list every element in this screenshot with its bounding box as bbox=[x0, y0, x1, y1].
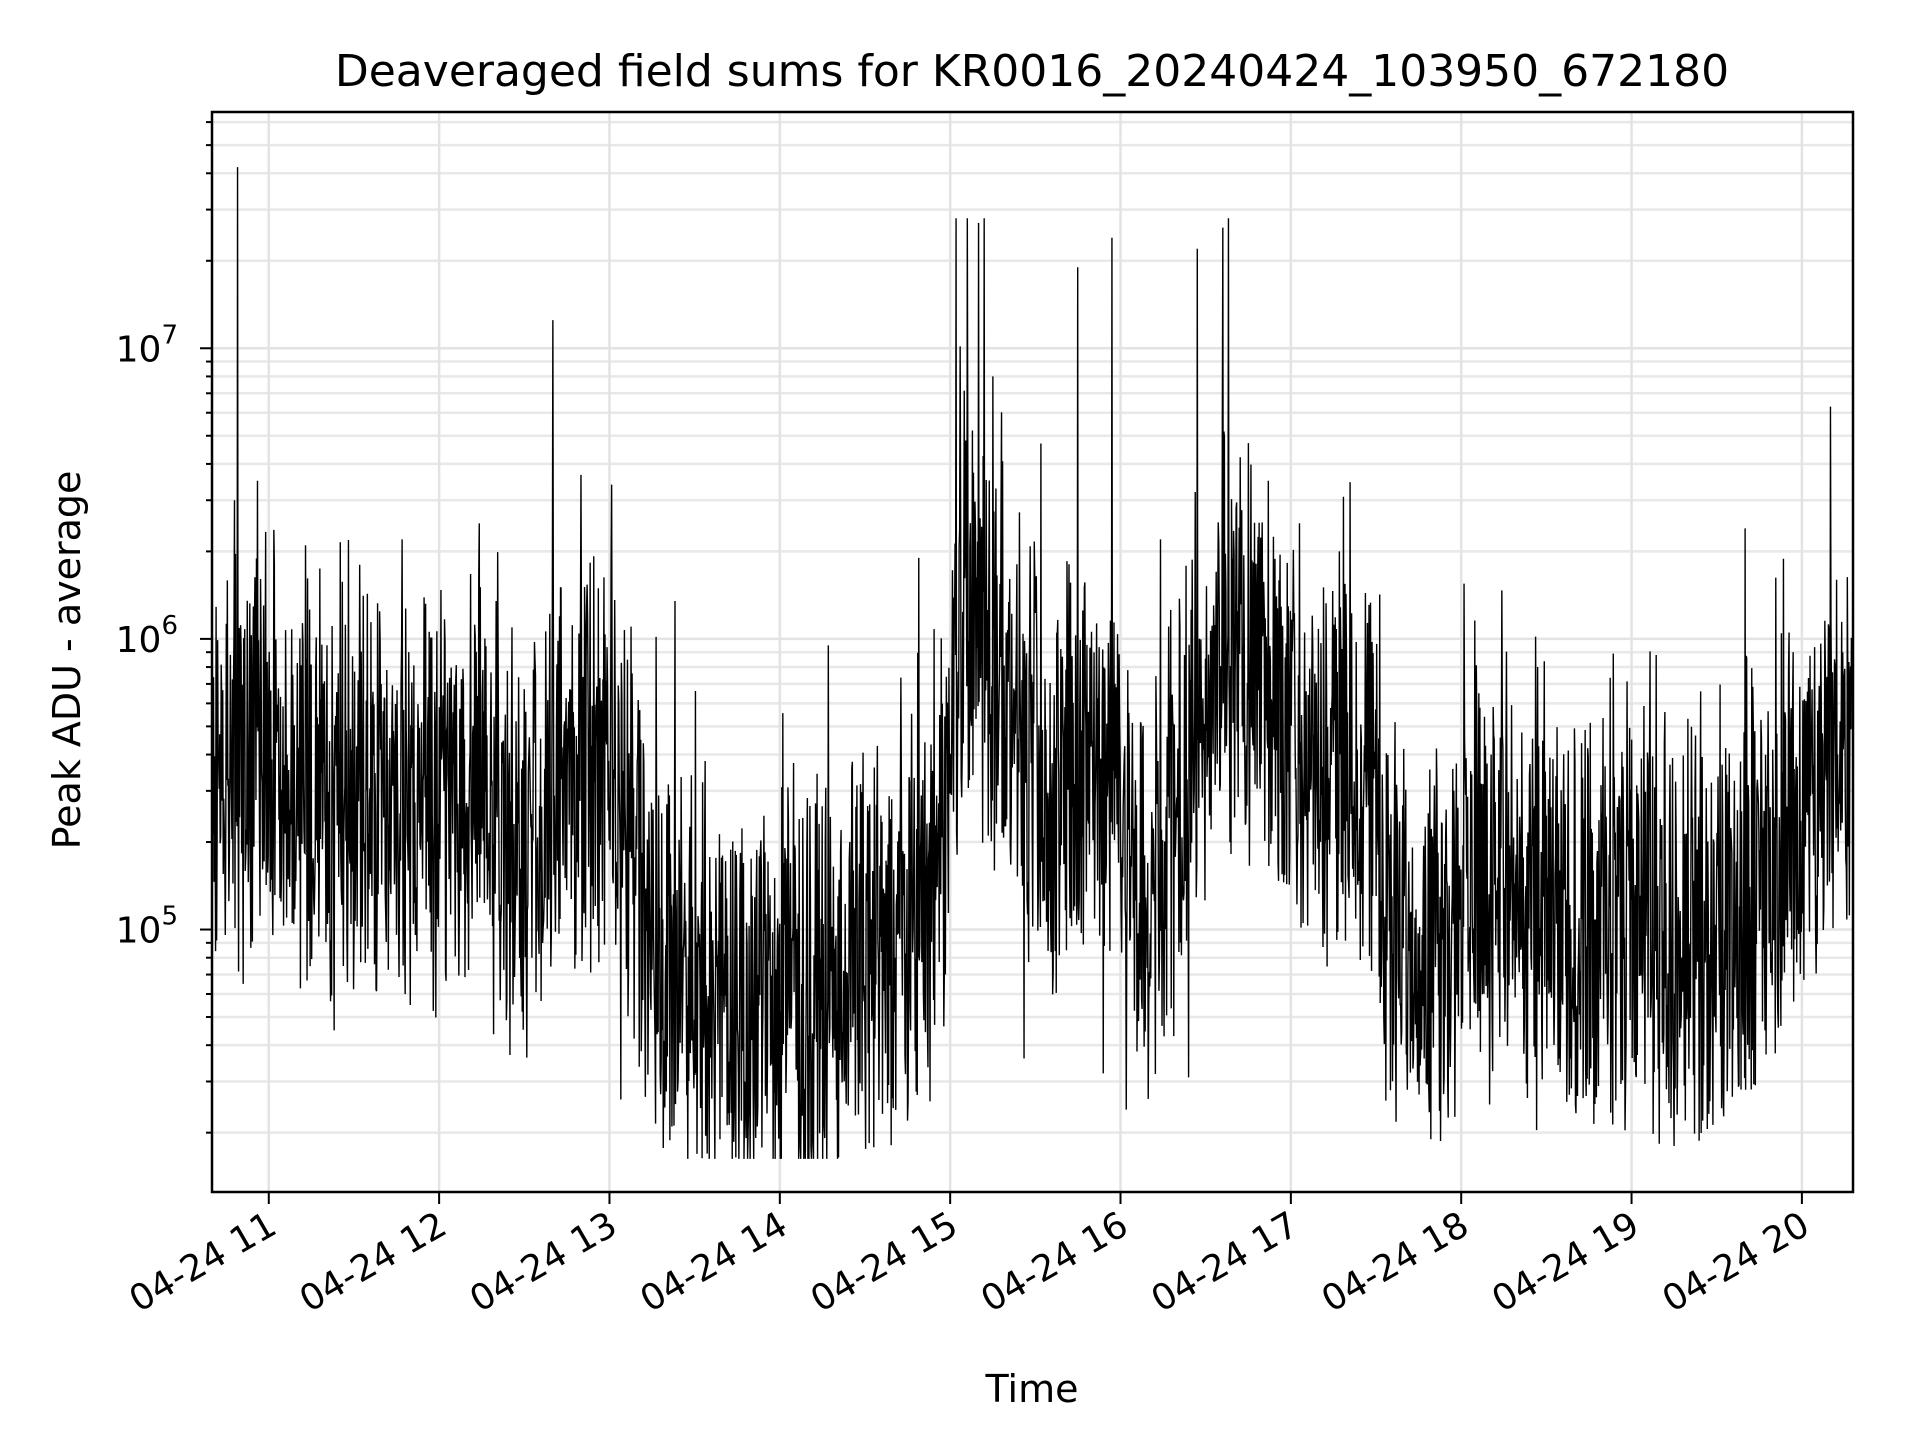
y-axis-label: Peak ADU - average bbox=[45, 471, 89, 850]
chart-title: Deaveraged field sums for KR0016_2024042… bbox=[335, 46, 1729, 97]
series-line bbox=[211, 167, 1854, 1159]
x-tick-label: 04-24 14 bbox=[634, 1204, 795, 1320]
x-tick-label: 04-24 17 bbox=[1145, 1204, 1306, 1320]
x-tick-label: 04-24 11 bbox=[123, 1204, 284, 1320]
y-tick-label: 106 bbox=[116, 611, 178, 661]
x-tick-label: 04-24 20 bbox=[1656, 1204, 1817, 1320]
x-tick-label: 04-24 13 bbox=[463, 1204, 624, 1320]
x-tick-label: 04-24 15 bbox=[804, 1204, 965, 1320]
x-tick-label: 04-24 16 bbox=[974, 1204, 1135, 1320]
x-tick-label: 04-24 12 bbox=[293, 1204, 454, 1320]
x-tick-label: 04-24 18 bbox=[1315, 1204, 1476, 1320]
x-axis-label: Time bbox=[985, 1367, 1079, 1411]
y-tick-label: 105 bbox=[116, 902, 178, 952]
x-tick-label: 04-24 19 bbox=[1485, 1204, 1646, 1320]
y-tick-label: 107 bbox=[116, 320, 178, 370]
